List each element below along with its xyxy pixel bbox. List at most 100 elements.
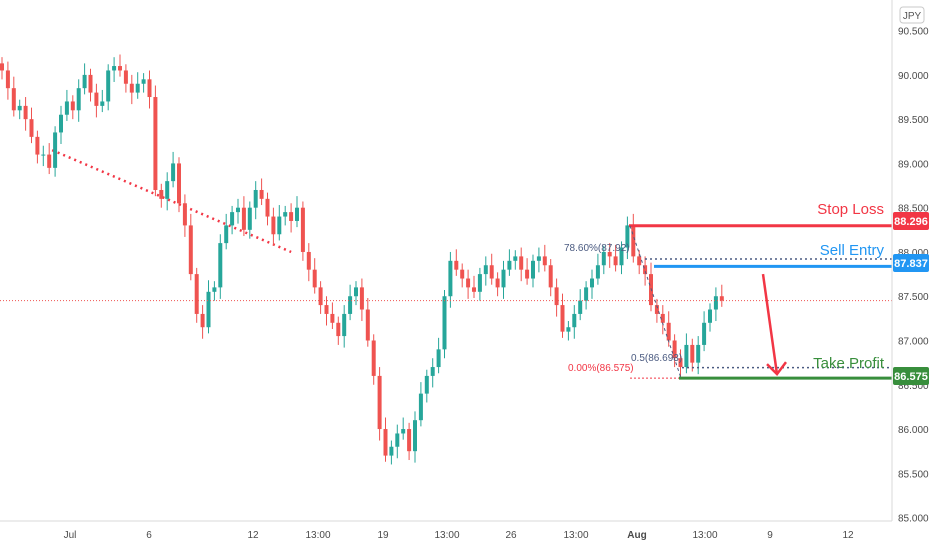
candle [312, 258, 317, 294]
candle [11, 76, 16, 117]
candle [702, 311, 707, 352]
candle [672, 334, 677, 368]
candle [100, 89, 105, 113]
currency-badge-text: JPY [903, 11, 922, 22]
candle [188, 213, 193, 281]
candle [224, 213, 229, 250]
candle [466, 269, 471, 299]
candle [654, 298, 659, 323]
candle [377, 367, 382, 441]
candle [212, 281, 217, 301]
candle [713, 287, 718, 322]
stop-loss-tag-bg [893, 212, 929, 230]
candle [342, 305, 347, 348]
candle [300, 201, 305, 261]
candle [64, 89, 69, 121]
candle [489, 253, 494, 285]
candle [365, 298, 370, 347]
price-tick-label: 87.500 [898, 292, 929, 303]
candle [560, 293, 565, 338]
price-tick-label: 85.500 [898, 469, 929, 480]
price-tick-label: 85.000 [898, 514, 929, 525]
candle [643, 256, 648, 286]
stop-loss-tag: 88.296 [893, 212, 929, 230]
time-tick-label: 13:00 [305, 530, 330, 541]
candle [631, 213, 636, 263]
candle [619, 241, 624, 275]
candle [0, 57, 4, 80]
candle [531, 254, 535, 288]
price-tick-label: 86.000 [898, 425, 929, 436]
candle [483, 256, 488, 286]
candle [135, 72, 140, 99]
candle [383, 417, 388, 462]
candle [401, 417, 406, 440]
candle [413, 411, 417, 463]
candle [507, 249, 512, 276]
candle [542, 244, 547, 272]
candle [277, 205, 282, 241]
candle [430, 358, 435, 388]
candle [259, 178, 264, 206]
candle [477, 267, 482, 301]
overlays-layer [0, 224, 892, 380]
candle [684, 333, 689, 374]
price-tick-label: 90.500 [898, 27, 929, 38]
candle [236, 198, 240, 224]
price-tick-label: 88.500 [898, 204, 929, 215]
candle [548, 259, 553, 297]
currency-badge[interactable]: JPY [899, 6, 925, 24]
candle [460, 263, 465, 288]
candle [348, 284, 353, 321]
candle [283, 205, 288, 226]
candle [442, 290, 447, 359]
take-profit-tag-bg [893, 367, 929, 385]
candle [501, 260, 506, 299]
candle [389, 440, 394, 465]
candle [47, 143, 52, 175]
candle [182, 194, 187, 237]
time-tick-label: 12 [247, 530, 259, 541]
candle [613, 244, 618, 272]
sell-entry-label: Sell Entry [820, 242, 885, 259]
candle [171, 151, 176, 188]
sell-entry-tag: 87.837 [893, 254, 929, 272]
candle [17, 99, 22, 120]
resistance-trendline [51, 148, 292, 254]
candle [336, 316, 341, 345]
candle [159, 183, 164, 208]
candle [141, 73, 146, 93]
candle [572, 305, 577, 339]
price-axis[interactable]: 85.000 85.500 86.000 86.500 87.000 87.500 88.0… [898, 27, 929, 525]
candle [495, 272, 500, 297]
price-tick-label: 86.500 [898, 381, 929, 392]
candle [708, 303, 712, 332]
price-tick-label: 90.000 [898, 71, 929, 82]
forecast-arrow-head [766, 361, 787, 377]
stop-loss-label: Stop Loss [817, 201, 884, 218]
candle [147, 70, 152, 109]
candle [265, 192, 270, 226]
take-profit-tag: 86.575 [893, 367, 929, 385]
candle [354, 281, 358, 306]
candle [448, 251, 453, 308]
time-axis[interactable]: Jul 6 12 13:00 19 13:00 26 13:00 Aug 13:00 9 12 [64, 530, 854, 541]
candle [241, 196, 246, 237]
sell-entry-price: 87.837 [894, 258, 928, 270]
candle [230, 205, 235, 235]
candle [94, 83, 99, 118]
candle [123, 64, 128, 93]
candle [472, 275, 476, 299]
candle [359, 278, 364, 322]
candle [690, 338, 695, 372]
candle [578, 289, 583, 321]
candle [306, 243, 311, 282]
candle [289, 203, 294, 233]
candle [82, 63, 87, 95]
candle [590, 269, 594, 299]
sell-entry-tag-bg [893, 254, 929, 272]
candle [23, 97, 28, 131]
fib-diagonal [629, 225, 682, 379]
